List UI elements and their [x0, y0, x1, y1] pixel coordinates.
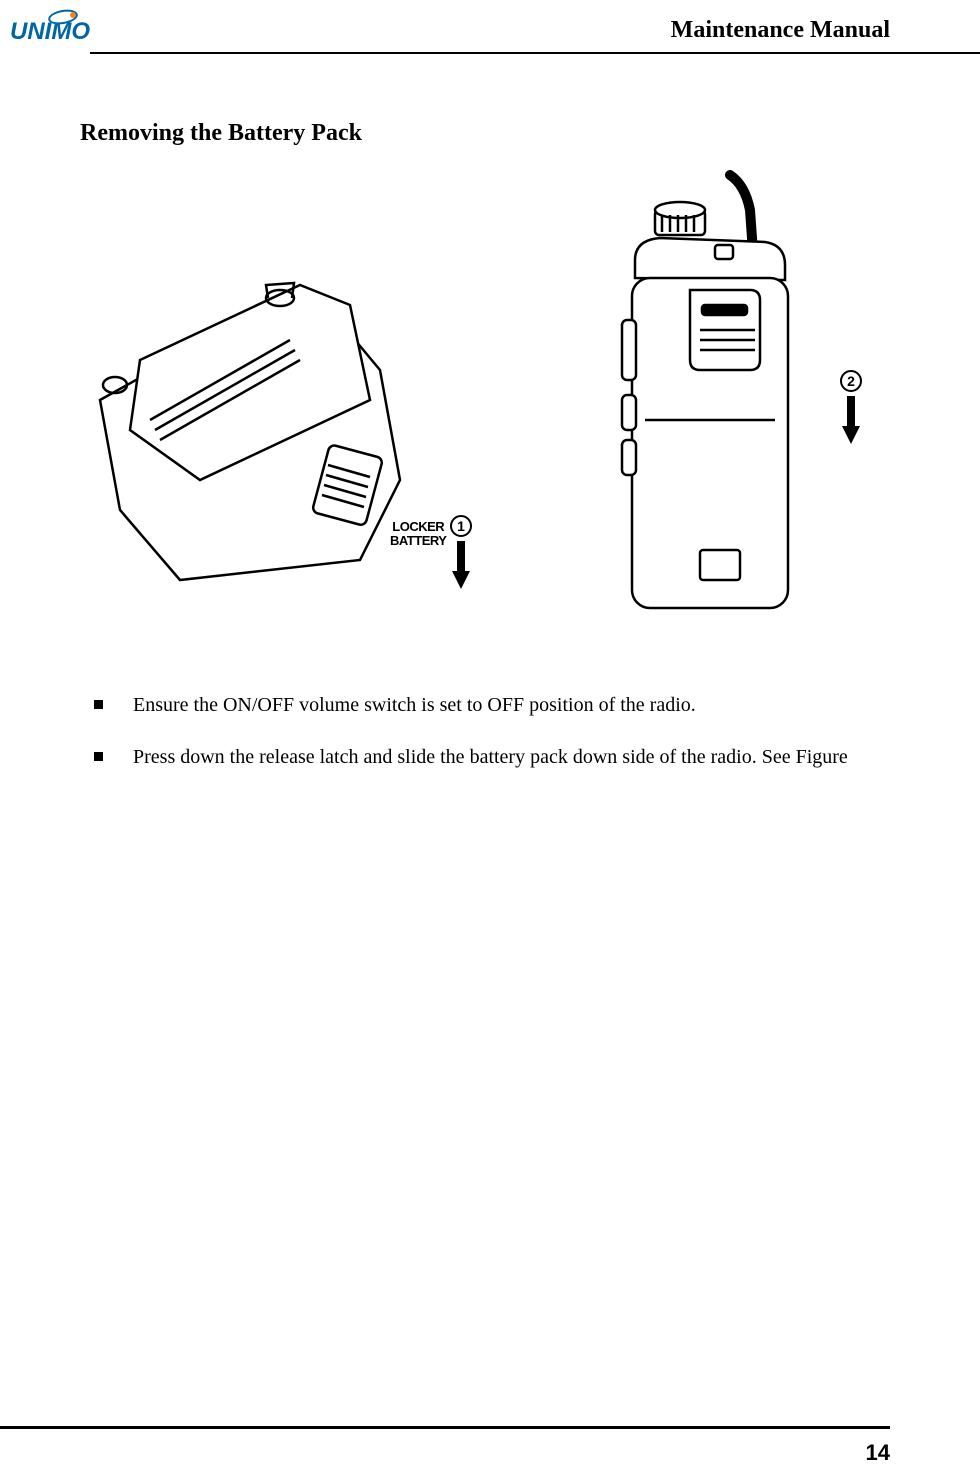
radio-illustration-left — [80, 280, 450, 610]
arrow-down-icon — [840, 396, 862, 444]
callout-2-number: 2 — [840, 370, 862, 392]
logo-dot-icon — [70, 12, 76, 18]
callout-1-number: 1 — [450, 515, 472, 537]
label-line-2: BATTERY — [390, 534, 446, 548]
instruction-list: Ensure the ON/OFF volume switch is set t… — [80, 690, 900, 794]
arrow-down-icon — [450, 541, 472, 589]
brand-logo: UNIMO — [10, 10, 90, 46]
list-item: Press down the release latch and slide t… — [80, 742, 900, 772]
callout-step-1: 1 — [450, 515, 472, 589]
bullet-square-icon — [94, 700, 103, 709]
list-item-text: Ensure the ON/OFF volume switch is set t… — [133, 690, 696, 720]
list-item-text: Press down the release latch and slide t… — [133, 742, 848, 772]
callout-locker-battery-label: LOCKER BATTERY — [390, 520, 446, 549]
label-line-1: LOCKER — [390, 520, 446, 534]
footer-divider — [0, 1426, 890, 1429]
list-item: Ensure the ON/OFF volume switch is set t… — [80, 690, 900, 720]
header-divider — [90, 52, 980, 54]
bullet-square-icon — [94, 752, 103, 761]
callout-step-2: 2 — [840, 370, 862, 444]
document-title: Maintenance Manual — [671, 17, 890, 46]
section-heading: Removing the Battery Pack — [80, 120, 362, 147]
page-number: 14 — [866, 1440, 890, 1466]
figure-container: LOCKER BATTERY 1 2 — [80, 170, 900, 650]
page-header: UNIMO Maintenance Manual — [0, 0, 980, 46]
radio-illustration-right — [550, 170, 850, 630]
